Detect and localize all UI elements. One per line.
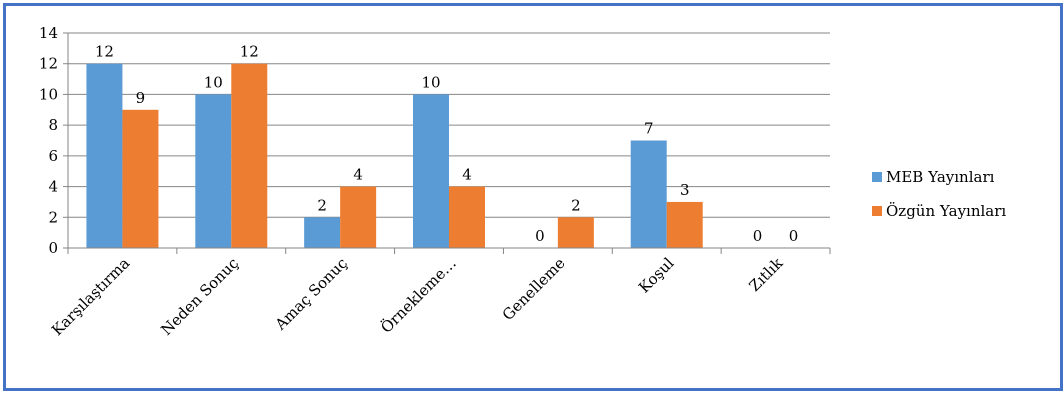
bar-series1-1 <box>195 94 232 248</box>
x-category-label-4: Genelleme <box>499 254 569 324</box>
data-label-series2-3: 4 <box>462 166 472 184</box>
data-labels: 12 10 2 10 0 7 0 9 12 4 4 2 3 0 <box>95 43 798 245</box>
bar-series2-4 <box>557 217 594 248</box>
data-label-series1-2: 2 <box>317 196 327 214</box>
x-category-label-6: Zıtlık <box>745 253 787 295</box>
data-label-series1-6: 0 <box>753 227 763 245</box>
x-category-label-0: Karşılaştırma <box>48 254 133 339</box>
data-label-series2-2: 4 <box>353 166 363 184</box>
legend-swatch-2 <box>872 206 882 216</box>
x-category-label-1: Neden Sonuç <box>157 254 242 339</box>
data-label-series2-6: 0 <box>789 227 799 245</box>
x-category-label-2: Amaç Sonuç <box>271 254 351 334</box>
y-tick-label-8: 8 <box>48 116 58 134</box>
bar-series2-2 <box>340 186 377 248</box>
y-tick-label-10: 10 <box>39 85 58 103</box>
y-tick-label-14: 14 <box>39 24 58 42</box>
bar-series1-3 <box>413 94 449 248</box>
y-tick-label-4: 4 <box>48 178 58 196</box>
data-label-series1-4: 0 <box>535 227 545 245</box>
bars <box>86 63 703 249</box>
bar-series2-5 <box>666 201 703 248</box>
legend-swatch-1 <box>872 172 882 182</box>
bar-series2-3 <box>449 186 485 248</box>
y-tick-label-2: 2 <box>48 208 58 226</box>
data-label-series2-0: 9 <box>136 89 146 107</box>
legend: MEB Yayınları Özgün Yayınları <box>872 168 1006 220</box>
data-label-series2-4: 2 <box>571 196 581 214</box>
x-category-label-3: Örnekleme… <box>377 254 460 337</box>
data-label-series1-0: 12 <box>95 43 114 61</box>
bar-series2-0 <box>122 109 159 249</box>
bar-series1-5 <box>630 140 667 248</box>
bar-series2-1 <box>231 63 268 248</box>
data-label-series2-5: 3 <box>680 181 690 199</box>
chart-frame: 0 2 4 6 8 10 12 14 Karşılaştırma Neden Sonuç Amaç … <box>3 3 1063 391</box>
bar-series1-2 <box>304 217 341 248</box>
data-label-series2-1: 12 <box>240 43 259 61</box>
legend-label-2: Özgün Yayınları <box>886 202 1006 220</box>
data-label-series1-1: 10 <box>204 73 223 91</box>
bar-series1-0 <box>86 63 123 248</box>
y-tick-label-6: 6 <box>48 147 58 165</box>
bar-chart: 0 2 4 6 8 10 12 14 Karşılaştırma Neden Sonuç Amaç … <box>39 24 1007 339</box>
y-tick-label-0: 0 <box>48 239 58 257</box>
data-label-series1-3: 10 <box>421 73 440 91</box>
data-label-series1-5: 7 <box>644 120 654 138</box>
y-tick-label-12: 12 <box>39 55 58 73</box>
x-category-label-5: Koşul <box>635 254 678 297</box>
legend-label-1: MEB Yayınları <box>886 168 995 186</box>
